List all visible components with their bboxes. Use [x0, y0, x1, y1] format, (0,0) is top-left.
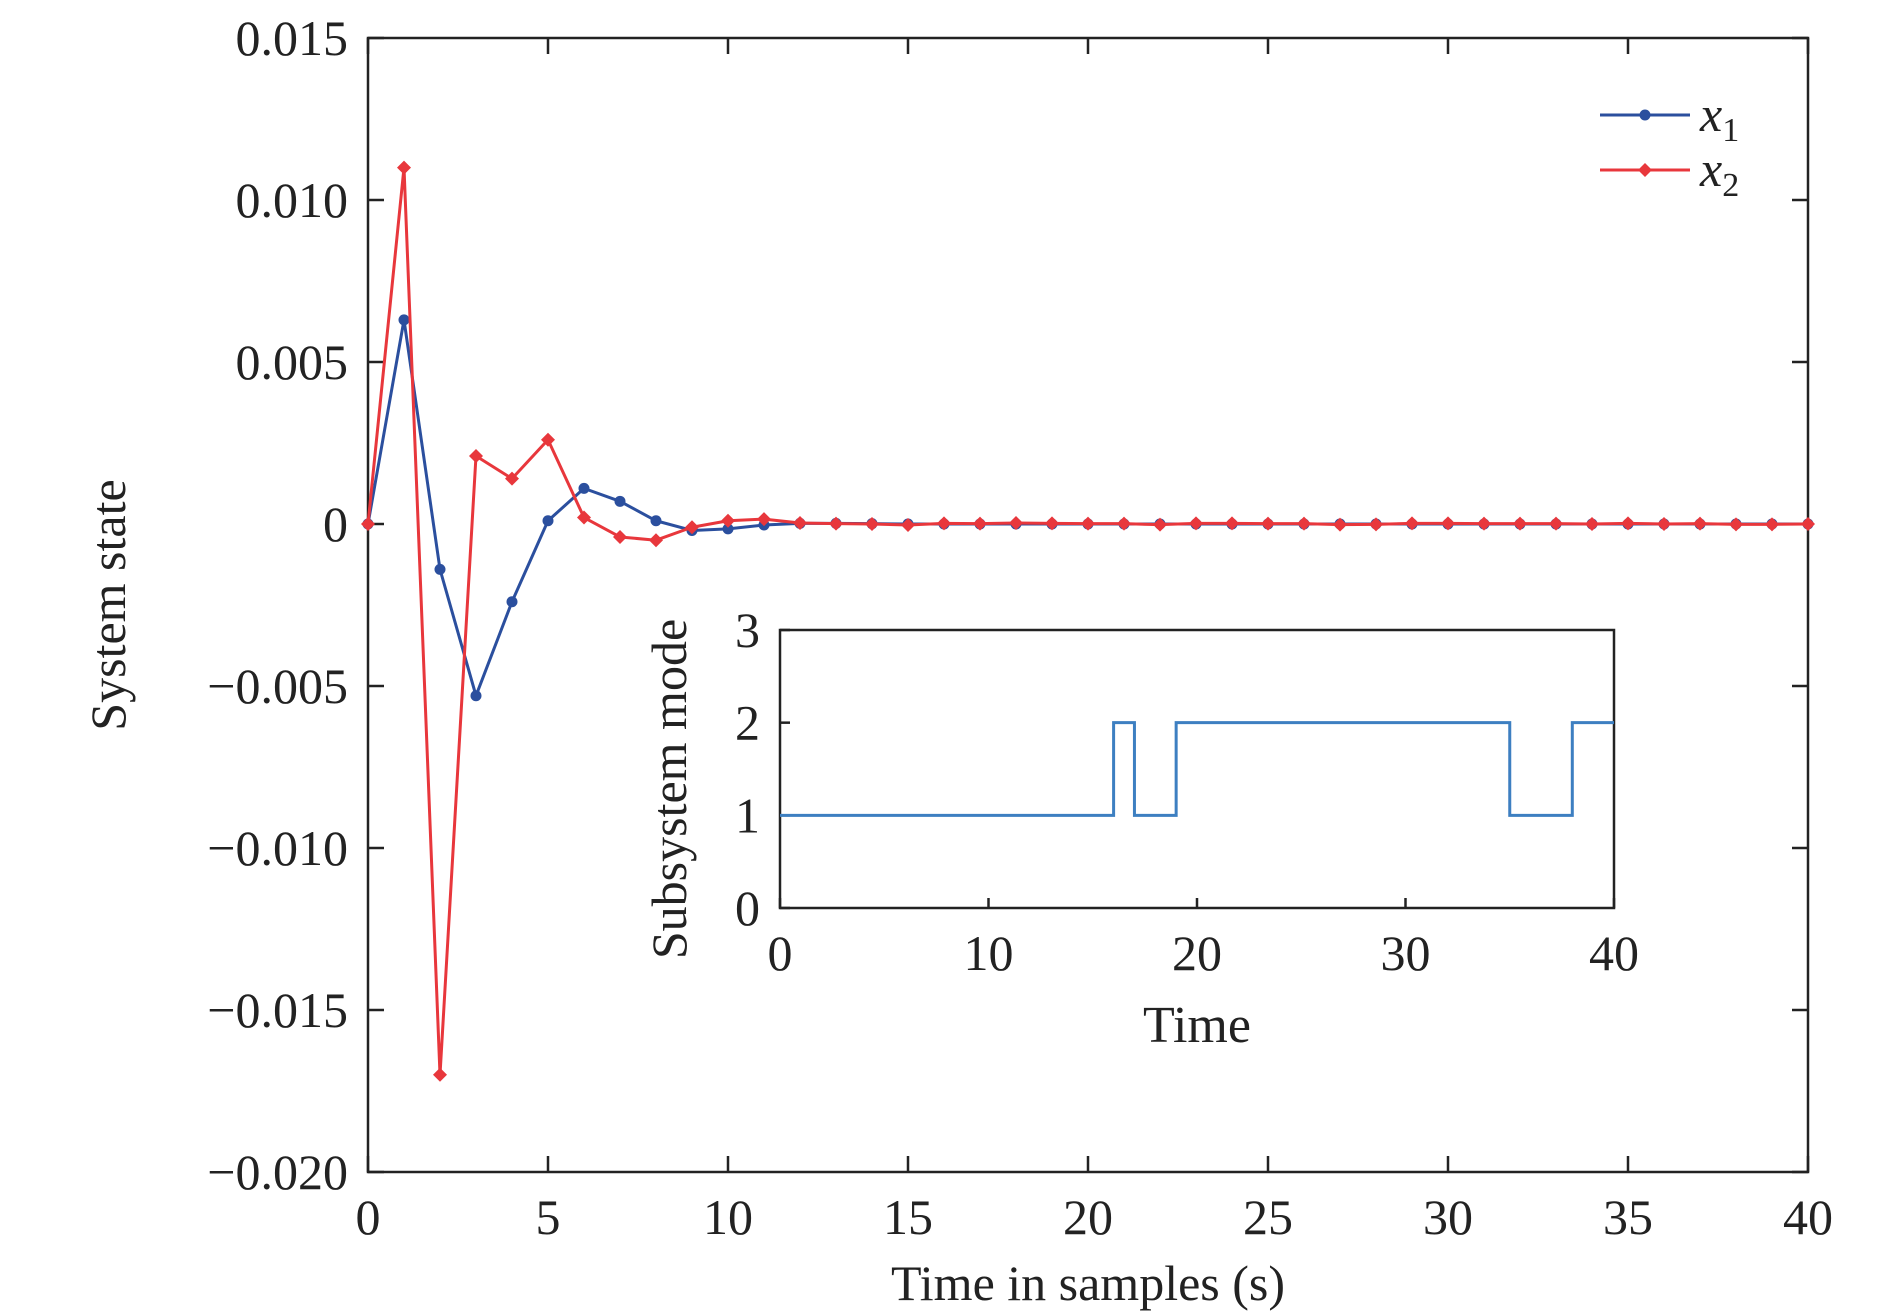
data-point-x2: [1225, 516, 1239, 531]
data-point-x2: [973, 516, 987, 531]
data-point-x2: [1117, 516, 1131, 531]
data-point-x2: [1261, 516, 1275, 531]
data-point-x2: [937, 516, 951, 531]
data-point-x1: [614, 495, 626, 507]
y-tick-label: 0.005: [236, 334, 349, 390]
legend-marker: [1638, 163, 1652, 177]
data-point-x1: [434, 563, 446, 575]
subsystem-mode-line: [780, 721, 1614, 817]
data-point-x2: [1693, 516, 1707, 531]
data-point-x2: [1189, 516, 1203, 531]
data-point-x2: [865, 517, 879, 531]
data-point-x2: [1405, 516, 1419, 531]
inset-y-tick-label: 2: [735, 695, 760, 751]
inset-x-tick-label: 40: [1589, 925, 1639, 981]
x-tick-label: 0: [356, 1189, 381, 1245]
inset-x-tick-label: 0: [768, 925, 793, 981]
data-point-x2: [433, 1067, 447, 1082]
x-tick-label: 30: [1423, 1189, 1473, 1245]
x-tick-label: 10: [703, 1189, 753, 1245]
main-ticks: 0 5 10 15 20 25 30 35 400.0150.0100.0050−0.005−0…: [207, 10, 1833, 1245]
data-point-x2: [1441, 516, 1455, 531]
data-point-x2: [1009, 516, 1023, 531]
data-point-x2: [829, 516, 843, 531]
data-point-x2: [1513, 516, 1527, 531]
data-point-x1: [650, 515, 662, 527]
data-point-x2: [577, 510, 591, 525]
inset-y-tick-label: 3: [735, 602, 760, 658]
legend-label: x1: [1699, 86, 1739, 149]
main-plot-frame: [366, 36, 1810, 1174]
data-point-x2: [1801, 517, 1815, 531]
data-point-x2: [757, 512, 771, 527]
data-point-x1: [506, 596, 518, 608]
x-axis-label: Time in samples (s): [891, 1255, 1285, 1311]
data-point-x2: [1369, 517, 1383, 532]
y-tick-label: 0.015: [236, 10, 349, 66]
data-point-x2: [541, 432, 555, 447]
data-point-x2: [1045, 516, 1059, 531]
data-point-x2: [1621, 516, 1635, 531]
data-point-x2: [1297, 516, 1311, 531]
x-tick-label: 15: [883, 1189, 933, 1245]
data-point-x1: [722, 523, 734, 535]
main-series: [361, 160, 1815, 1082]
inset-x-axis-label: Time: [1143, 997, 1251, 1054]
data-point-x2: [1549, 516, 1563, 531]
data-point-x2: [1153, 517, 1167, 532]
data-point-x2: [397, 160, 411, 175]
inset-y-axis-label: Subsystem mode: [641, 619, 697, 959]
y-tick-label: 0.010: [236, 172, 349, 228]
legend-label: x2: [1699, 141, 1739, 204]
y-tick-label: −0.015: [207, 982, 348, 1038]
data-point-x2: [1081, 516, 1095, 531]
data-point-x1: [470, 690, 482, 702]
data-point-x2: [361, 517, 375, 531]
inset-background: [780, 630, 1614, 908]
inset-series: [780, 721, 1614, 817]
x-tick-label: 35: [1603, 1189, 1653, 1245]
data-point-x2: [901, 517, 915, 532]
data-point-x2: [505, 471, 519, 486]
data-point-x2: [1333, 517, 1347, 532]
data-point-x2: [649, 533, 663, 548]
x-tick-label: 25: [1243, 1189, 1293, 1245]
inset-x-tick-label: 10: [964, 925, 1014, 981]
inset-y-tick-label: 1: [735, 787, 760, 843]
y-axis-label: System state: [80, 479, 136, 730]
main-plot: 0 5 10 15 20 25 30 35 400.0150.0100.0050−0.005−0…: [80, 10, 1833, 1311]
data-point-x2: [793, 516, 807, 531]
inset-x-tick-label: 20: [1172, 925, 1222, 981]
y-tick-label: 0: [323, 496, 348, 552]
data-point-x2: [1585, 517, 1599, 531]
y-tick-label: −0.005: [207, 658, 348, 714]
series-x2: [361, 160, 1815, 1082]
y-tick-label: −0.020: [207, 1144, 348, 1200]
data-point-x1: [578, 482, 590, 494]
data-point-x2: [1657, 517, 1671, 531]
data-point-x2: [685, 520, 699, 535]
data-point-x2: [469, 448, 483, 463]
data-point-x1: [398, 314, 410, 326]
data-point-x2: [1477, 516, 1491, 531]
legend-marker: [1639, 109, 1651, 121]
data-point-x2: [613, 529, 627, 544]
data-point-x2: [1765, 517, 1779, 532]
x-tick-label: 20: [1063, 1189, 1113, 1245]
inset-x-tick-label: 30: [1381, 925, 1431, 981]
x-tick-label: 40: [1783, 1189, 1833, 1245]
data-point-x2: [1729, 517, 1743, 532]
x-tick-label: 5: [536, 1189, 561, 1245]
inset-y-tick-label: 0: [735, 880, 760, 936]
data-point-x1: [542, 515, 554, 527]
data-point-x2: [721, 513, 735, 528]
y-tick-label: −0.010: [207, 820, 348, 876]
